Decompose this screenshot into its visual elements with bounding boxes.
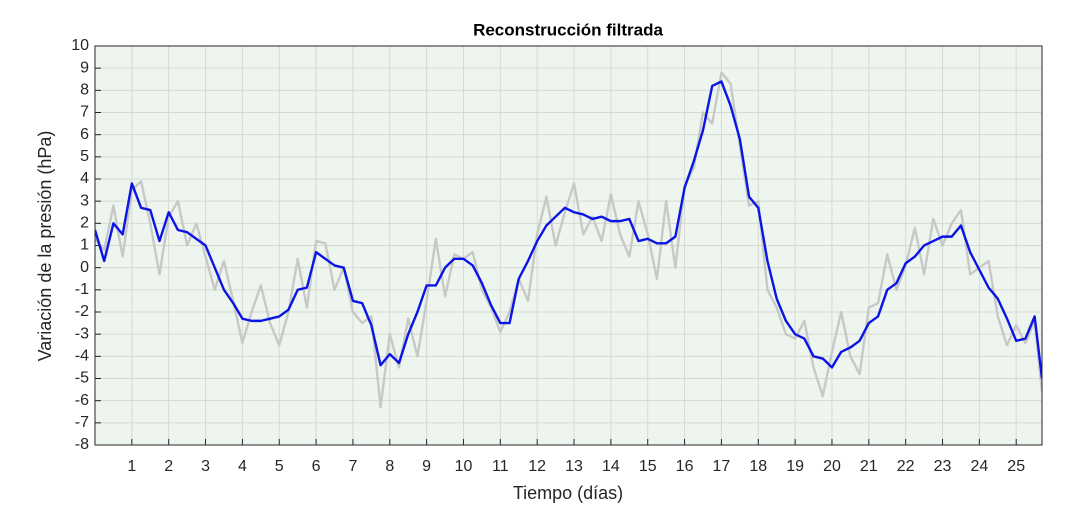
y-tick-label: -1 [75,281,89,298]
x-tick-label: 6 [312,458,321,475]
x-tick-label: 3 [201,458,210,475]
x-tick-label: 17 [713,458,731,475]
y-tick-label: 5 [80,148,89,165]
y-tick-label: 8 [80,82,89,99]
y-tick-label: -7 [75,414,89,431]
x-tick-label: 1 [127,458,136,475]
y-tick-label: -2 [75,303,89,320]
x-tick-label: 15 [639,458,657,475]
y-tick-label: 9 [80,59,89,76]
x-tick-label: 24 [970,458,988,475]
x-tick-label: 5 [275,458,284,475]
y-tick-label: 0 [80,259,89,276]
x-tick-label: 20 [823,458,841,475]
x-tick-label: 10 [455,458,473,475]
x-tick-label: 23 [934,458,952,475]
x-tick-label: 18 [749,458,767,475]
x-tick-label: 14 [602,458,620,475]
x-tick-label: 7 [348,458,357,475]
x-tick-label: 11 [492,458,509,475]
x-tick-label: 19 [786,458,804,475]
x-tick-label: 8 [385,458,394,475]
x-tick-label: 9 [422,458,431,475]
y-tick-label: -6 [75,392,89,409]
y-tick-label: 7 [80,104,89,121]
y-tick-label: -5 [75,370,89,387]
y-tick-label: 2 [80,215,89,232]
y-tick-label: -3 [75,325,89,342]
x-axis-label: Tiempo (días) [513,483,623,503]
data-line [95,80,1042,379]
y-tick-label: -4 [75,348,89,365]
y-axis-label: Variación de la presión (hPa) [35,131,55,362]
chart-title: Reconstrucción filtrada [473,20,663,39]
x-tick-label: 25 [1007,458,1025,475]
y-tick-label: 4 [80,170,89,187]
x-tick-label: 4 [238,458,247,475]
y-tick-label: -8 [75,436,89,453]
x-tick-label: 12 [528,458,546,475]
plot-frame [94,45,1043,446]
y-tick-label: 10 [71,37,89,54]
x-tick-label: 13 [565,458,583,475]
data-line [95,71,1042,409]
x-tick-label: 16 [676,458,694,475]
y-tick-label: 3 [80,192,89,209]
y-tick-label: 1 [80,237,89,254]
x-tick-label: 2 [164,458,173,475]
y-tick-label: 6 [80,126,89,143]
x-tick-label: 22 [897,458,915,475]
x-tick-label: 21 [860,458,878,475]
